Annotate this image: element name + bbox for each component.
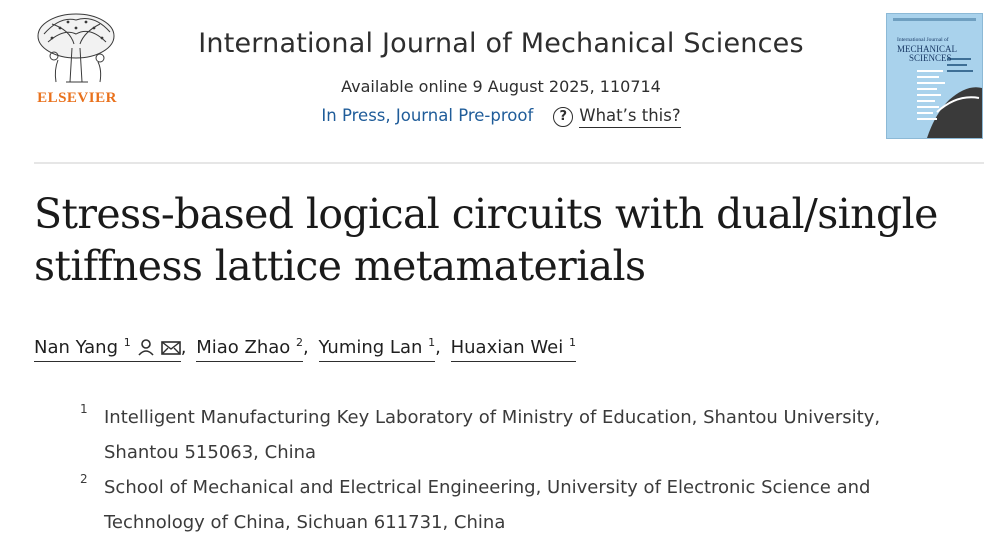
author-list: Nan Yang 1, Miao Zhao 2, Yuming Lan 1, H… [34, 336, 576, 362]
journal-title-link[interactable]: International Journal of Mechanical Scie… [198, 28, 804, 59]
article-title-line-2: stiffness lattice metamaterials [34, 242, 646, 290]
journal-cover-thumbnail[interactable]: International Journal of MECHANICAL SCIE… [886, 13, 983, 139]
header-divider [34, 162, 984, 164]
author-huaxian-wei[interactable]: Huaxian Wei 1 [450, 336, 576, 362]
affiliation-1: 1 Intelligent Manufacturing Key Laborato… [80, 400, 980, 470]
elsevier-wordmark[interactable]: ELSEVIER [37, 90, 117, 106]
article-title-line-1: Stress-based logical circuits with dual/… [34, 190, 938, 238]
whats-this-link[interactable]: What’s this? [579, 106, 681, 128]
article-title: Stress-based logical circuits with dual/… [34, 188, 989, 292]
available-online-date: Available online 9 August 2025, 110714 [341, 77, 661, 96]
status-row: In Press, Journal Pre-proof? What’s this? [150, 106, 852, 128]
affiliation-number: 2 [80, 472, 88, 486]
author-nan-yang[interactable]: Nan Yang 1 [34, 336, 181, 362]
author-yuming-lan[interactable]: Yuming Lan 1 [318, 336, 436, 362]
elsevier-tree-logo[interactable] [30, 10, 122, 110]
question-circle-icon[interactable]: ? [553, 107, 574, 127]
author-miao-zhao[interactable]: Miao Zhao 2 [196, 336, 304, 362]
cover-title: International Journal of MECHANICAL SCIE… [897, 37, 957, 63]
envelope-icon [160, 340, 181, 361]
affiliation-number: 1 [80, 402, 88, 416]
article-status-link[interactable]: In Press, Journal Pre-proof [321, 106, 534, 125]
person-icon [137, 338, 155, 361]
affiliation-2: 2 School of Mechanical and Electrical En… [80, 470, 980, 540]
